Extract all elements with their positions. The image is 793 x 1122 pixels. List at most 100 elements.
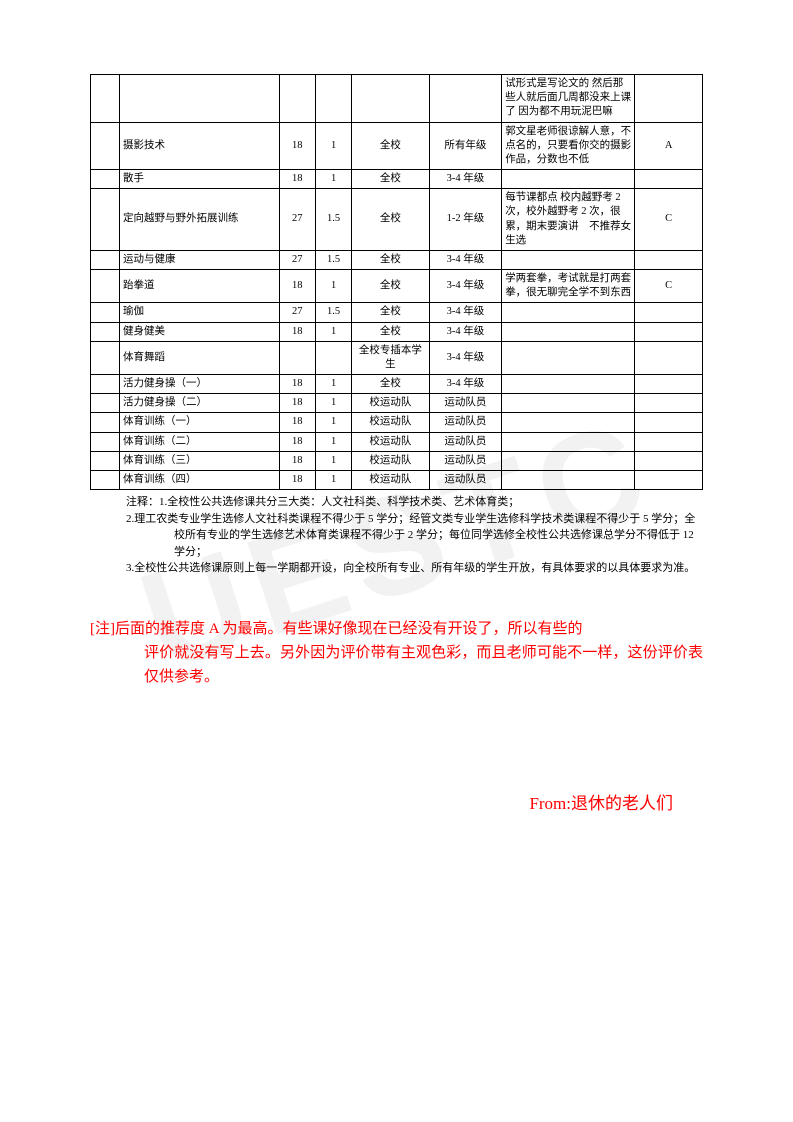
page-content: 试形式是写论文的 然后那些人就后面几周都没来上课了 因为都不用玩泥巴嘛摄影技术1… — [0, 0, 793, 874]
table-cell: 1.5 — [315, 189, 351, 251]
table-cell: 运动队员 — [429, 413, 502, 432]
table-cell: 运动队员 — [429, 470, 502, 489]
table-cell: 18 — [279, 432, 315, 451]
note-1: 1.全校性公共选修课共分三大类：人文社科类、科学技术类、艺术体育类； — [159, 496, 519, 508]
table-cell — [635, 341, 703, 374]
table-cell — [91, 451, 120, 470]
table-cell — [635, 322, 703, 341]
red-text1: 后面的推荐度 A 为最高。有些课好像现在已经没有开设了，所以有些的 — [115, 621, 583, 637]
table-cell: 1 — [315, 413, 351, 432]
table-cell: 1-2 年级 — [429, 189, 502, 251]
table-cell — [91, 470, 120, 489]
table-cell: 1 — [315, 270, 351, 303]
table-cell — [91, 413, 120, 432]
table-row: 体育训练（一）181校运动队运动队员 — [91, 413, 703, 432]
table-cell: 1 — [315, 322, 351, 341]
table-cell: 运动与健康 — [120, 250, 280, 269]
table-cell — [315, 341, 351, 374]
table-cell — [91, 250, 120, 269]
table-cell: C — [635, 189, 703, 251]
table-cell: 体育训练（二） — [120, 432, 280, 451]
table-cell: 3-4 年级 — [429, 170, 502, 189]
table-row: 跆拳道181全校3-4 年级学两套拳，考试就是打两套拳，很无聊完全学不到东西C — [91, 270, 703, 303]
table-cell: 27 — [279, 250, 315, 269]
table-row: 体育训练（三）181校运动队运动队员 — [91, 451, 703, 470]
table-cell: 18 — [279, 270, 315, 303]
table-row: 摄影技术181全校所有年级郭文星老师很谅解人意，不点名的，只要看你交的摄影作品，… — [91, 122, 703, 170]
table-cell: 1 — [315, 170, 351, 189]
table-cell: 全校 — [352, 303, 429, 322]
table-cell: 运动队员 — [429, 394, 502, 413]
table-cell: 散手 — [120, 170, 280, 189]
table-cell: 郭文星老师很谅解人意，不点名的，只要看你交的摄影作品，分数也不低 — [502, 122, 635, 170]
table-cell — [91, 394, 120, 413]
table-cell: 体育训练（三） — [120, 451, 280, 470]
table-cell — [91, 341, 120, 374]
table-cell: 校运动队 — [352, 451, 429, 470]
table-cell: 全校 — [352, 375, 429, 394]
table-row: 散手181全校3-4 年级 — [91, 170, 703, 189]
table-cell: 18 — [279, 451, 315, 470]
table-cell: 1 — [315, 394, 351, 413]
table-cell: 体育舞蹈 — [120, 341, 280, 374]
table-cell — [502, 322, 635, 341]
table-cell — [315, 75, 351, 123]
table-cell — [91, 375, 120, 394]
table-cell — [635, 394, 703, 413]
table-cell — [502, 394, 635, 413]
table-row: 运动与健康271.5全校3-4 年级 — [91, 250, 703, 269]
table-cell: 3-4 年级 — [429, 250, 502, 269]
table-cell: 全校 — [352, 189, 429, 251]
table-cell: 运动队员 — [429, 432, 502, 451]
table-cell: 健身健美 — [120, 322, 280, 341]
table-cell: 学两套拳，考试就是打两套拳，很无聊完全学不到东西 — [502, 270, 635, 303]
table-cell — [429, 75, 502, 123]
table-cell — [635, 170, 703, 189]
table-row: 健身健美181全校3-4 年级 — [91, 322, 703, 341]
table-cell: 18 — [279, 470, 315, 489]
table-cell: 3-4 年级 — [429, 270, 502, 303]
table-cell: 3-4 年级 — [429, 341, 502, 374]
table-cell: 3-4 年级 — [429, 322, 502, 341]
table-cell: 3-4 年级 — [429, 303, 502, 322]
table-cell — [91, 170, 120, 189]
table-cell: 27 — [279, 303, 315, 322]
table-cell: 1 — [315, 432, 351, 451]
table-cell: 试形式是写论文的 然后那些人就后面几周都没来上课了 因为都不用玩泥巴嘛 — [502, 75, 635, 123]
table-cell: 体育训练（四） — [120, 470, 280, 489]
note-2: 2.理工农类专业学生选修人文社科类课程不得少于 5 学分；经管文类专业学生选修科… — [126, 511, 703, 561]
table-cell: 全校专插本学生 — [352, 341, 429, 374]
table-cell: C — [635, 270, 703, 303]
table-cell — [635, 470, 703, 489]
table-cell: 1 — [315, 122, 351, 170]
table-cell: 全校 — [352, 250, 429, 269]
table-cell — [120, 75, 280, 123]
table-row: 定向越野与野外拓展训练271.5全校1-2 年级每节课都点 校内越野考 2 次，… — [91, 189, 703, 251]
table-cell: 18 — [279, 122, 315, 170]
table-cell — [91, 432, 120, 451]
table-cell — [635, 75, 703, 123]
table-cell: 活力健身操（二） — [120, 394, 280, 413]
red-annotation: [注]后面的推荐度 A 为最高。有些课好像现在已经没有开设了，所以有些的 评价就… — [90, 617, 703, 689]
red-text2: 评价就没有写上去。另外因为评价带有主观色彩，而且老师可能不一样，这份评价表仅供参… — [90, 641, 703, 689]
red-label: [注] — [90, 621, 115, 637]
table-cell — [91, 122, 120, 170]
from-signature: From:退休的老人们 — [90, 789, 703, 814]
table-cell — [502, 303, 635, 322]
table-cell: 全校 — [352, 270, 429, 303]
table-cell — [502, 432, 635, 451]
table-cell: 全校 — [352, 322, 429, 341]
table-cell — [502, 413, 635, 432]
table-cell: 每节课都点 校内越野考 2 次，校外越野考 2 次，很累，期末要演讲 不推荐女生… — [502, 189, 635, 251]
table-cell: 18 — [279, 170, 315, 189]
table-cell: 1.5 — [315, 250, 351, 269]
table-cell — [635, 451, 703, 470]
table-cell — [279, 341, 315, 374]
table-cell: 定向越野与野外拓展训练 — [120, 189, 280, 251]
table-cell — [279, 75, 315, 123]
table-cell: 18 — [279, 322, 315, 341]
table-cell — [635, 303, 703, 322]
table-cell: 摄影技术 — [120, 122, 280, 170]
table-cell: 27 — [279, 189, 315, 251]
table-cell: 18 — [279, 413, 315, 432]
